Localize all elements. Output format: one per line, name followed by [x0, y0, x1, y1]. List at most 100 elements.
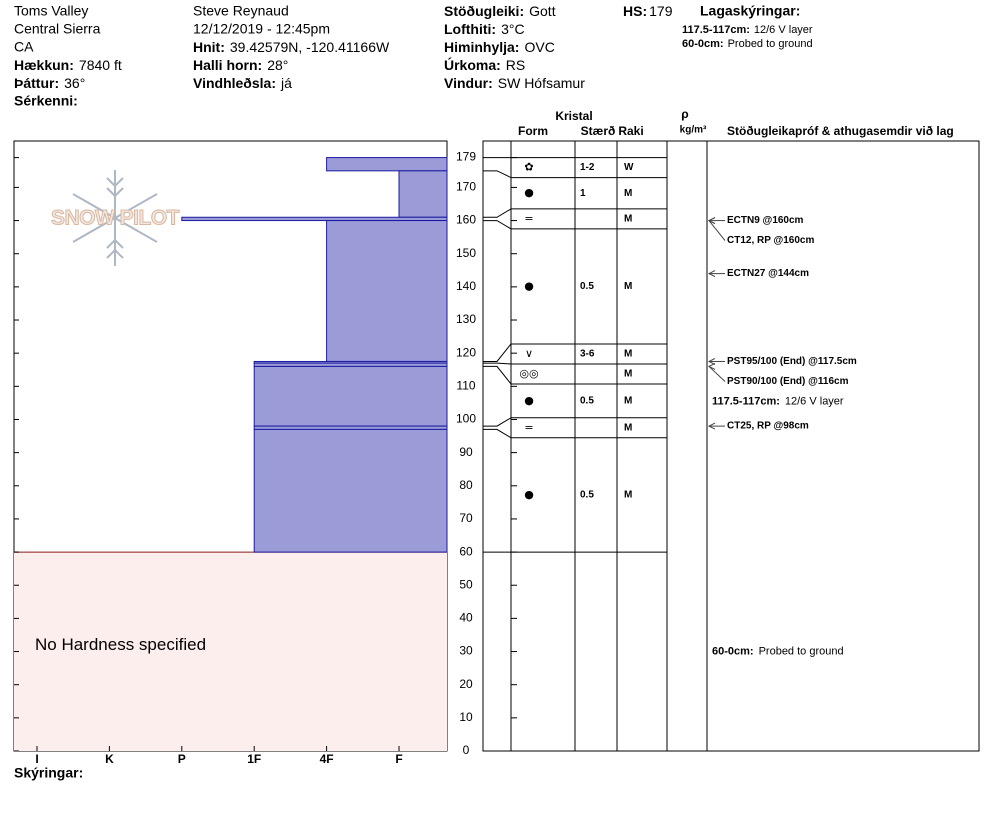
field-value: 7840 ft: [79, 57, 122, 73]
note: 60-0cm: Probed to ground: [682, 38, 813, 50]
moisture: W: [624, 162, 634, 173]
y-tick-label: 179: [456, 150, 476, 164]
field-label: Halli horn:: [193, 57, 262, 73]
field-value: 36°: [64, 75, 85, 91]
x-tick-label: P: [178, 752, 186, 766]
field-label: Stöðugleiki:: [444, 3, 524, 19]
layer-connector: [483, 220, 512, 230]
comment-text: 12/6 V layer: [785, 395, 844, 407]
arrow-head: [707, 358, 716, 365]
moisture: M: [624, 188, 632, 199]
y-tick-label: 170: [456, 180, 476, 194]
location: Toms Valley: [14, 3, 88, 19]
grain-form: ●: [524, 488, 534, 501]
y-tick-label: 140: [456, 279, 476, 293]
field: Vindhleðsla: já: [193, 75, 292, 91]
hardness-bar: [326, 157, 448, 172]
field-label: Hækkun:: [14, 57, 74, 73]
y-tick-label: 0: [463, 743, 470, 757]
field: Himinhylja: OVC: [444, 39, 555, 55]
test-result: PST95/100 (End) @117.5cm: [727, 356, 857, 367]
field-value: 28°: [267, 57, 288, 73]
x-tick-label: I: [35, 752, 38, 766]
notes-title: Lagaskýringar:: [700, 3, 800, 19]
note-text: 12/6 V layer: [754, 24, 813, 36]
test-result: ECTN9 @160cm: [727, 215, 804, 226]
x-tick-label: 4F: [320, 752, 334, 766]
y-tick-label: 50: [459, 577, 473, 591]
test-arrow: [708, 220, 726, 241]
note-text: Probed to ground: [728, 38, 813, 50]
field: Hnit: 39.42579N, -120.41166W: [193, 39, 390, 55]
grain-size: 0.5: [580, 490, 594, 501]
field: Vindur: SW Hófsamur: [444, 75, 585, 91]
y-tick-label: 30: [459, 644, 473, 658]
column-lines: [510, 141, 708, 751]
layer-connector: [483, 428, 512, 439]
note-label: 60-0cm:: [682, 38, 724, 50]
grain-size: 0.5: [580, 281, 594, 292]
column-header: Stöðugleikapróf & athugasemdir við lag: [727, 124, 954, 138]
field-label: Himinhylja:: [444, 39, 519, 55]
layer-connector: [483, 208, 512, 218]
column-header: ρ: [681, 107, 688, 121]
field-label: Vindur:: [444, 75, 493, 91]
observer: Steve Reynaud: [193, 3, 289, 19]
field-label: Sérkenni:: [14, 93, 78, 109]
layer-comment: 117.5-117cm: 12/6 V layer: [712, 395, 844, 407]
grain-form: ●: [524, 394, 534, 407]
field: Halli horn: 28°: [193, 57, 288, 73]
layer-connector: [483, 343, 512, 362]
layer-connector: [483, 362, 512, 365]
location: CA: [14, 39, 34, 55]
note-label: 117.5-117cm:: [682, 24, 750, 36]
x-tick-label: 1F: [247, 752, 261, 766]
test-result: ECTN27 @144cm: [727, 268, 809, 279]
table-area: [482, 140, 980, 752]
layer-connector: [483, 417, 512, 427]
grain-size: 0.5: [580, 395, 594, 406]
layers: No Hardness specified 0 10 20 30 40 50 60 70 80 90…: [14, 150, 857, 766]
moisture: M: [624, 490, 632, 501]
field-label: Lofthiti:: [444, 21, 496, 37]
y-tick-label: 120: [456, 345, 476, 359]
test-result: PST90/100 (End) @116cm: [727, 376, 849, 387]
no-hardness-region: [14, 552, 447, 751]
hardness-bar: [253, 428, 448, 553]
hardness-bar: [326, 220, 448, 362]
hardness-bar: [181, 216, 448, 222]
field-value: SW Hófsamur: [498, 75, 585, 91]
field-value: OVC: [524, 39, 554, 55]
field: Lofthiti: 3°C: [444, 21, 525, 37]
field: Stöðugleiki: Gott: [444, 3, 556, 19]
test-result: CT25, RP @98cm: [727, 421, 809, 432]
column-header: Raki: [618, 124, 643, 138]
comment-label: 117.5-117cm:: [712, 395, 780, 407]
y-tick-label: 40: [459, 611, 473, 625]
column-header: Kristal: [555, 109, 592, 123]
grain-form: ∨: [525, 347, 533, 360]
field-value: RS: [506, 57, 525, 73]
y-tick-label: 110: [456, 378, 475, 392]
logo-text: SNOW PILOT: [51, 207, 180, 230]
layer-connector: [483, 170, 512, 179]
column-header: Form: [518, 124, 548, 138]
grain-form: ●: [524, 186, 534, 199]
grain-form: ●: [524, 279, 534, 292]
y-tick-label: 70: [459, 511, 473, 525]
column-header: Stærð: [581, 124, 616, 138]
legend-title: Skýringar:: [14, 765, 83, 781]
grain-size: 3-6: [580, 349, 595, 360]
field-label: Þáttur:: [14, 75, 59, 91]
grain-form: =: [524, 212, 533, 225]
note: 117.5-117cm: 12/6 V layer: [682, 24, 813, 36]
field-value: 3°C: [501, 21, 525, 37]
field: Þáttur: 36°: [14, 75, 85, 91]
y-tick-label: 10: [459, 710, 473, 724]
test-result: CT12, RP @160cm: [727, 235, 814, 246]
moisture: M: [624, 395, 632, 406]
y-tick-label: 100: [456, 412, 476, 426]
field-label: Vindhleðsla:: [193, 75, 276, 91]
arrow-head: [707, 362, 716, 370]
